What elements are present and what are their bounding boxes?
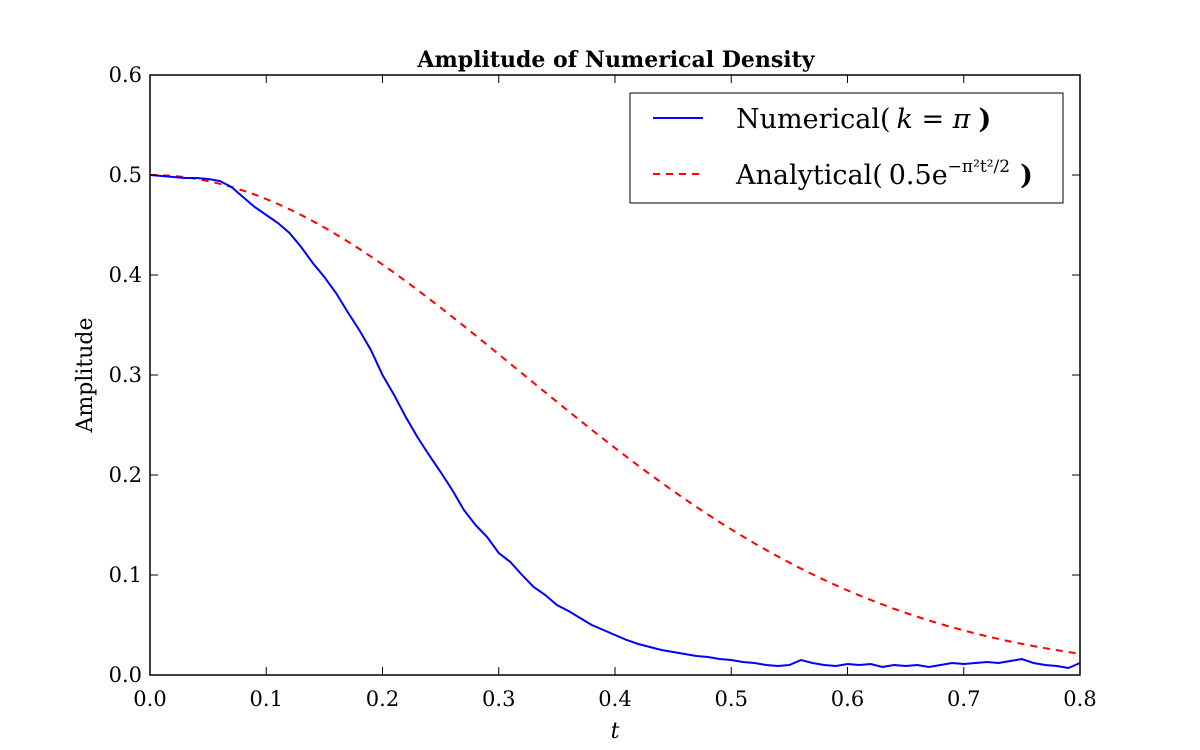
y-axis-label: Amplitude: [73, 317, 98, 433]
y-tick-label: 0.1: [109, 563, 142, 587]
legend-label-analytical-exponent: −π²t²/2: [948, 157, 1010, 177]
legend-box: [629, 92, 1064, 204]
y-tick-label: 0.4: [109, 263, 142, 287]
y-tick-label: 0.5: [109, 163, 142, 187]
x-tick-label: 0.2: [366, 687, 399, 711]
y-tick-label: 0.2: [109, 463, 142, 487]
series-line-numerical: [149, 174, 1081, 670]
legend-label-numerical-math: k = π: [897, 104, 972, 135]
chart-title: Amplitude of Numerical Density: [416, 47, 815, 73]
legend-label-analytical-coef: 0.5e: [889, 160, 948, 191]
x-tick-label: 0.1: [250, 687, 283, 711]
x-tick-label: 0.3: [482, 687, 515, 711]
y-tick-label: 0.3: [109, 363, 142, 387]
legend-label-numerical-prefix: Numerical(: [736, 104, 891, 135]
y-axis: 0.0 0.1 0.2 0.3 0.4 0.5 0.6: [109, 63, 1080, 687]
y-tick-label: 0.0: [109, 663, 142, 687]
series-line-analytical: [149, 174, 1081, 655]
x-tick-label: 0.6: [831, 687, 864, 711]
legend-label-analytical-suffix: ): [1020, 160, 1033, 191]
x-tick-label: 0.0: [133, 687, 166, 711]
legend-label-numerical: Numerical(k = π): [736, 104, 991, 135]
x-tick-label: 0.5: [715, 687, 748, 711]
legend-label-analytical: Analytical(0.5e−π²t²/2): [735, 157, 1033, 191]
x-tick-label: 0.7: [947, 687, 980, 711]
series-layer: [149, 174, 1081, 670]
x-axis: 0.0 0.1 0.2 0.3 0.4 0.5 0.6 0.7 0.8: [133, 75, 1097, 711]
legend-label-analytical-prefix: Analytical(: [735, 160, 883, 191]
plot-area: 0.0 0.1 0.2 0.3 0.4 0.5 0.6 0.7 0.8 0.0 0.1 0.2 0.3…: [109, 63, 1097, 711]
x-axis-label: t: [611, 719, 620, 744]
x-tick-label: 0.4: [598, 687, 631, 711]
legend: Numerical(k = π) Analytical(0.5e−π²t²/2): [629, 92, 1064, 204]
legend-label-numerical-suffix: ): [978, 104, 991, 135]
y-tick-label: 0.6: [109, 63, 142, 87]
x-tick-label: 0.8: [1063, 687, 1096, 711]
